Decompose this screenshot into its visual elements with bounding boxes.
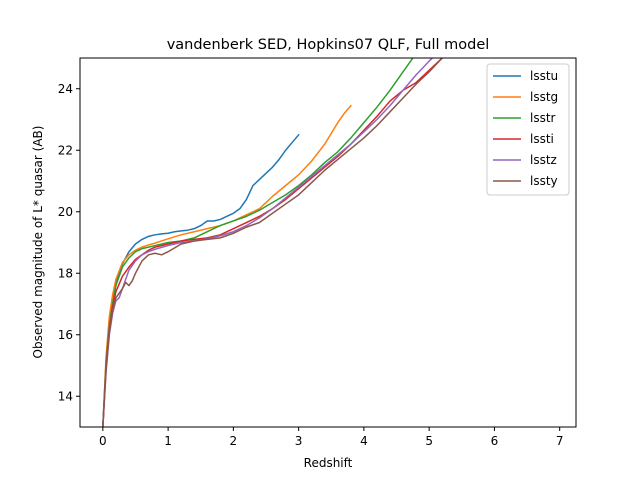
legend-label-lsstu: lsstu [530,69,558,83]
series-line-lssti [102,58,444,427]
y-axis-ticks: 14 16 18 20 22 24 [58,82,80,403]
y-tick-label: 22 [58,143,73,157]
plot-frame [79,57,577,428]
series-line-lsstr [102,58,414,427]
y-tick-label: 18 [58,266,73,280]
x-tick-label: 3 [295,434,303,448]
x-tick-label: 4 [360,434,368,448]
x-tick-label: 5 [425,434,433,448]
chart-title: vandenberk SED, Hopkins07 QLF, Full mode… [167,37,490,53]
legend: lsstu lsstg lsstr lssti lsstz lssty [486,63,570,196]
series-group [102,58,444,427]
x-axis-label: Redshift [304,456,353,470]
x-tick-label: 7 [556,434,564,448]
y-tick-label: 14 [58,389,73,403]
x-axis-ticks: 0 1 2 3 4 5 6 7 [99,427,564,448]
y-tick-label: 24 [58,82,73,96]
y-tick-label: 16 [58,328,73,342]
series-line-lsstz [102,58,434,427]
legend-label-lsstz: lsstz [530,153,557,167]
x-tick-label: 6 [491,434,499,448]
legend-label-lsstg: lsstg [530,90,558,104]
y-tick-label: 20 [58,205,73,219]
x-tick-label: 1 [164,434,172,448]
legend-label-lssty: lssty [530,174,558,188]
legend-label-lssti: lssti [530,132,554,146]
x-tick-label: 2 [230,434,238,448]
series-line-lsstg [102,104,352,427]
y-axis-label: Observed magnitude of L* quasar (AB) [31,126,45,359]
legend-label-lsstr: lsstr [530,111,556,125]
series-line-lssty [102,58,444,427]
x-tick-label: 0 [99,434,107,448]
